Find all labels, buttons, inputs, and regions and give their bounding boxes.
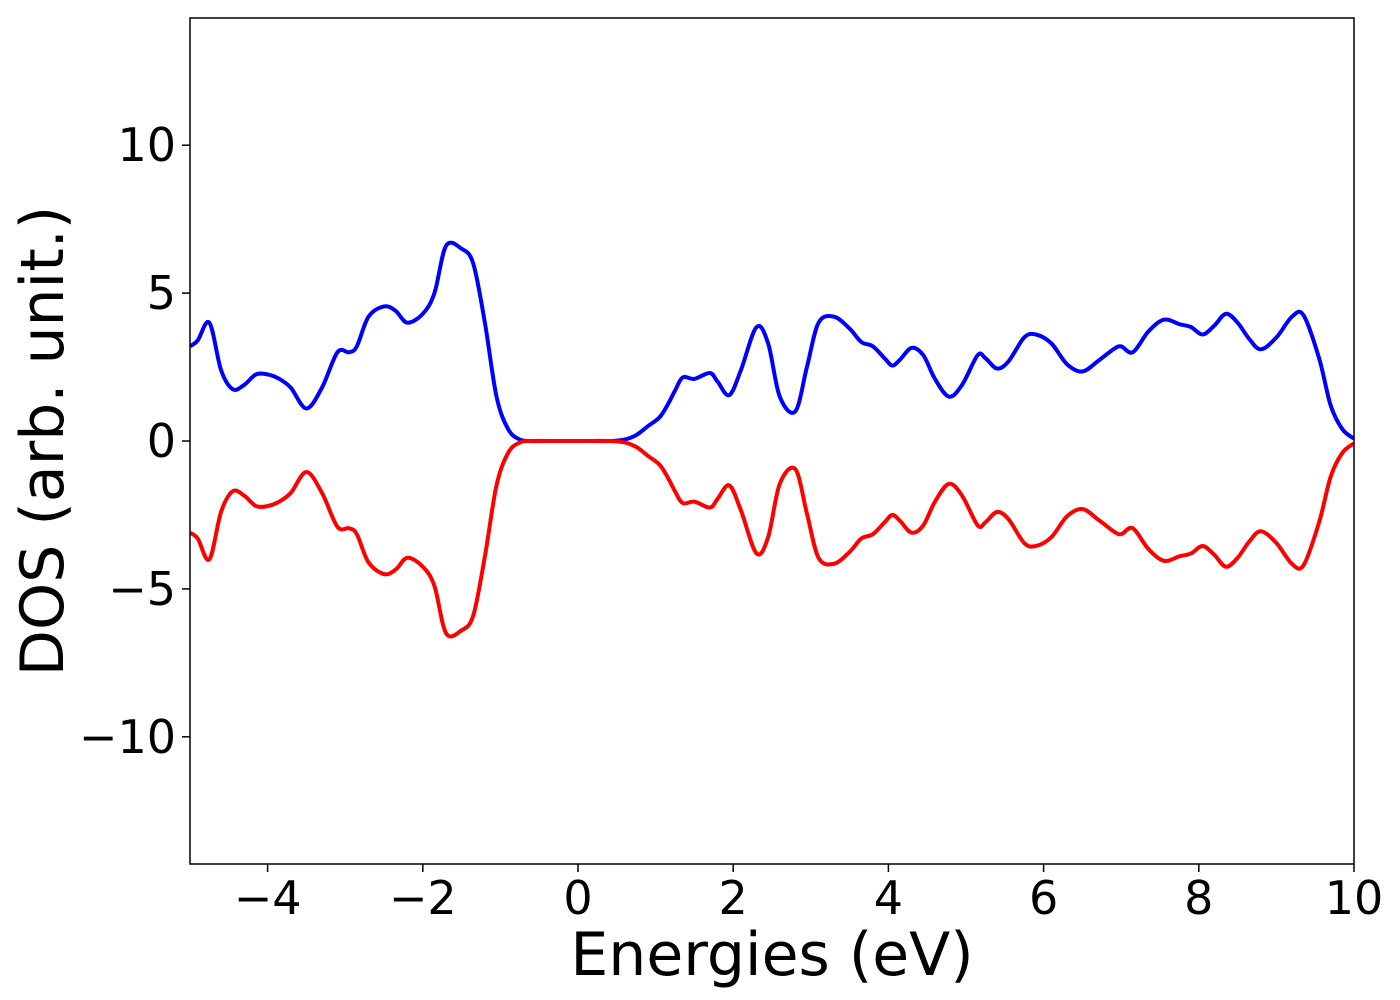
x-tick-label: 2 <box>719 871 748 925</box>
y-axis-ticks: 10 5 0 −5 −10 <box>79 118 190 764</box>
x-tick-label: −4 <box>234 871 302 925</box>
x-axis-label: Energies (eV) <box>570 920 973 990</box>
x-tick-label: 0 <box>563 871 592 925</box>
series-up-line <box>190 240 1354 444</box>
x-tick-label: 4 <box>874 871 903 925</box>
y-axis-label: DOS (arb. unit.) <box>8 206 78 676</box>
y-tick-label: 0 <box>147 414 176 468</box>
x-tick-label: 8 <box>1184 871 1213 925</box>
series-layer <box>190 240 1354 639</box>
x-axis-ticks: −4 −2 0 2 4 6 8 10 <box>234 864 1384 925</box>
y-tick-label: 10 <box>117 118 176 172</box>
x-tick-label: 6 <box>1029 871 1058 925</box>
y-tick-label: −10 <box>79 710 176 764</box>
y-tick-label: −5 <box>108 562 176 616</box>
plot-background <box>190 18 1354 864</box>
x-tick-label: 10 <box>1325 871 1384 925</box>
y-tick-label: 5 <box>147 266 176 320</box>
x-tick-label: −2 <box>389 871 457 925</box>
series-down-line <box>190 438 1354 639</box>
